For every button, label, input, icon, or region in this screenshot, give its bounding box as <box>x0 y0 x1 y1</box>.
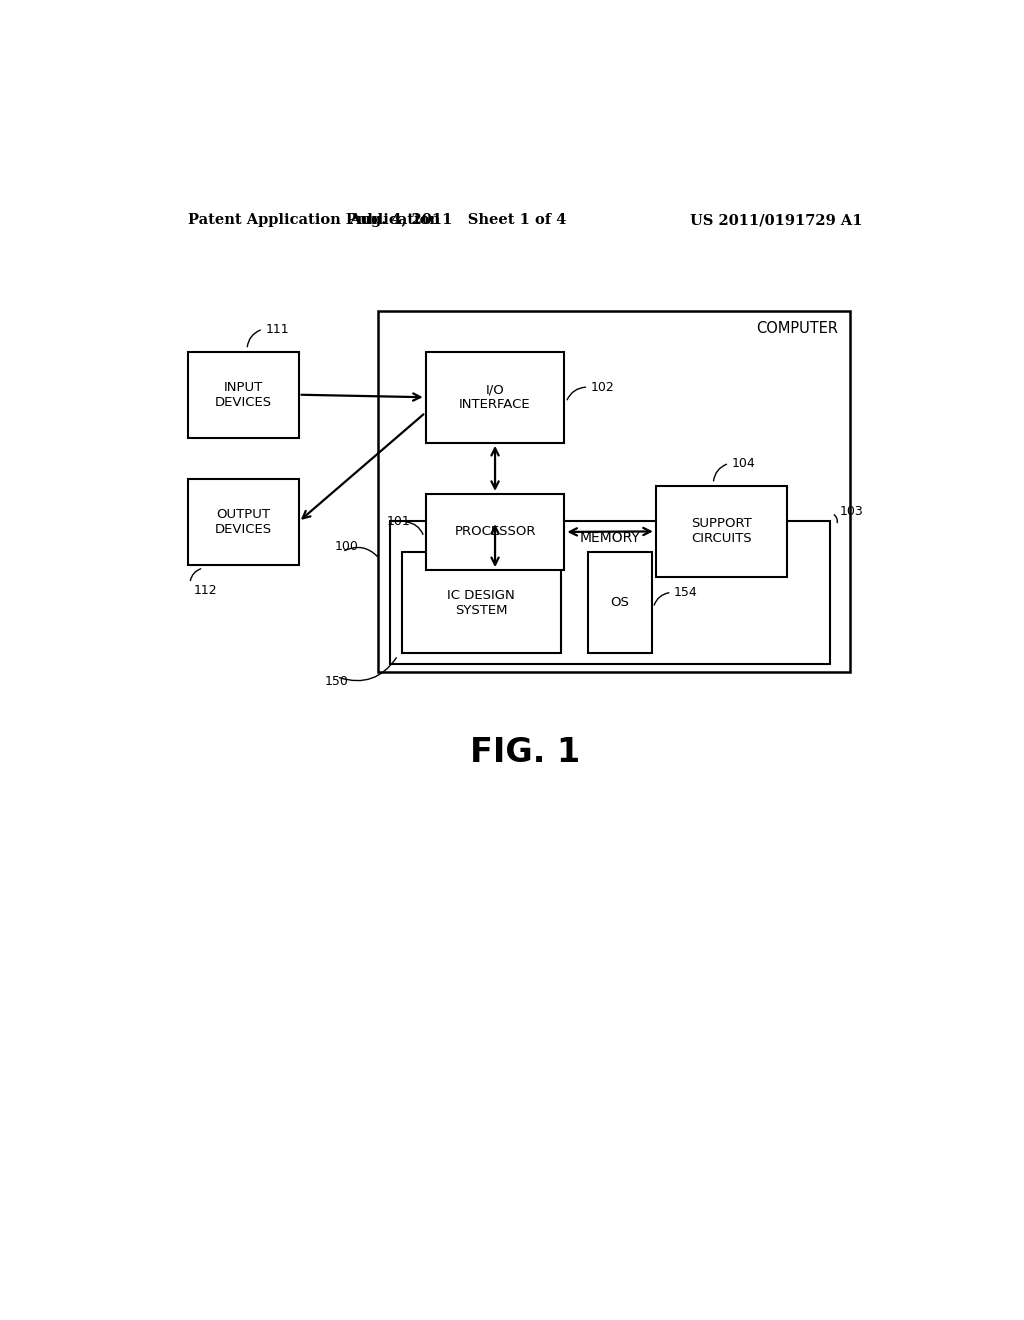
Text: 154: 154 <box>674 586 697 599</box>
Bar <box>426 494 564 570</box>
Text: IC DESIGN
SYSTEM: IC DESIGN SYSTEM <box>447 589 515 616</box>
Bar <box>426 351 564 444</box>
Bar <box>187 479 299 565</box>
Text: MEMORY: MEMORY <box>580 532 640 545</box>
Text: 104: 104 <box>731 457 756 470</box>
Text: Patent Application Publication: Patent Application Publication <box>187 214 439 227</box>
Bar <box>187 351 299 438</box>
Bar <box>378 312 850 672</box>
Text: 111: 111 <box>265 322 289 335</box>
Text: OS: OS <box>610 597 630 609</box>
Text: COMPUTER: COMPUTER <box>757 321 839 337</box>
Text: PROCESSOR: PROCESSOR <box>455 525 536 539</box>
Text: FIG. 1: FIG. 1 <box>470 737 580 770</box>
Bar <box>655 486 786 577</box>
Text: 101: 101 <box>387 515 411 528</box>
Text: Aug. 4, 2011   Sheet 1 of 4: Aug. 4, 2011 Sheet 1 of 4 <box>348 214 566 227</box>
Text: INPUT
DEVICES: INPUT DEVICES <box>214 380 271 409</box>
Text: OUTPUT
DEVICES: OUTPUT DEVICES <box>214 508 271 536</box>
Bar <box>588 552 651 653</box>
Text: 102: 102 <box>591 380 614 393</box>
Text: 112: 112 <box>194 583 217 597</box>
Text: 100: 100 <box>334 540 358 553</box>
Bar <box>401 552 560 653</box>
Text: I/O
INTERFACE: I/O INTERFACE <box>459 383 530 412</box>
Text: 103: 103 <box>840 504 863 517</box>
Text: 150: 150 <box>325 676 349 688</box>
Text: US 2011/0191729 A1: US 2011/0191729 A1 <box>689 214 862 227</box>
Bar <box>390 521 830 664</box>
Text: SUPPORT
CIRCUITS: SUPPORT CIRCUITS <box>691 517 752 545</box>
